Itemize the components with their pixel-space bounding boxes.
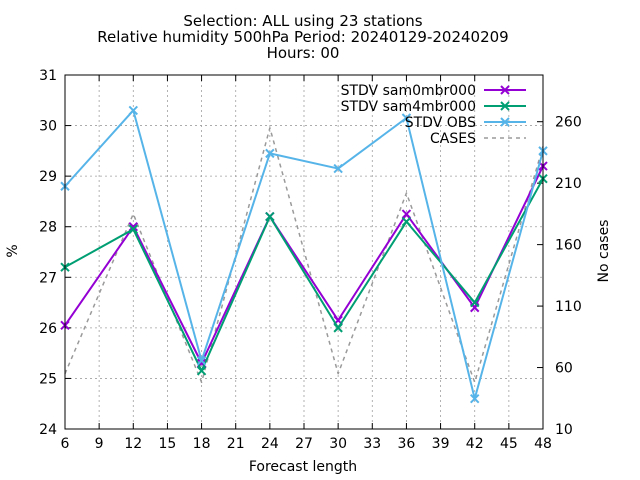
- legend-marker: [500, 85, 510, 95]
- data-point-stdv-obs: [333, 163, 343, 174]
- x-tick-label: 24: [261, 436, 279, 452]
- legend-item-cases: CASES: [430, 131, 526, 147]
- marker-stroke: [128, 222, 138, 232]
- legend-label: CASES: [430, 131, 476, 147]
- marker-stroke: [265, 148, 275, 159]
- chart-title-line-2: Relative humidity 500hPa Period: 2024012…: [97, 28, 508, 46]
- chart-title-line-1: Selection: ALL using 23 stations: [183, 12, 422, 30]
- x-tick-label: 12: [124, 436, 142, 452]
- marker-stroke: [333, 323, 343, 333]
- series-line-stdv-obs: [64, 109, 544, 400]
- y2-axis-label: No cases: [596, 220, 612, 283]
- x-tick-label: 6: [61, 436, 70, 452]
- legend-marker: [500, 117, 510, 127]
- data-point-stdv-obs: [265, 148, 275, 159]
- legend-item-stdv-sam0mbr000: STDV sam0mbr000: [341, 83, 526, 99]
- data-point-stdv-obs: [401, 113, 412, 123]
- marker-stroke: [333, 163, 343, 174]
- x-tick-label: 9: [95, 436, 104, 452]
- y2-tick-label: 60: [555, 361, 573, 377]
- data-point-stdv-obs: [470, 393, 480, 404]
- x-tick-label: 18: [193, 436, 211, 452]
- legend-label: STDV sam0mbr000: [341, 83, 476, 99]
- series-line-stdv-sam0mbr000: [64, 165, 544, 365]
- data-point-stdv-sam0mbr000: [401, 209, 412, 219]
- x-tick-label: 45: [500, 436, 518, 452]
- x-tick-label: 21: [227, 436, 245, 452]
- plot-frame: [64, 74, 544, 430]
- data-point-stdv-sam4mbr000: [401, 216, 412, 227]
- data-point-stdv-obs: [128, 105, 138, 116]
- x-tick-label: 48: [534, 436, 552, 452]
- marker-stroke: [196, 366, 207, 376]
- y-tick-label: 30: [39, 119, 57, 135]
- marker-stroke: [401, 113, 412, 123]
- y2-tick-label: 160: [555, 238, 582, 254]
- legend-item-stdv-sam4mbr000: STDV sam4mbr000: [341, 99, 526, 115]
- marker-stroke: [401, 209, 412, 219]
- marker-stroke: [500, 101, 510, 111]
- marker-stroke: [470, 297, 480, 308]
- legend-marker: [500, 101, 510, 111]
- y-tick-label: 27: [39, 270, 57, 286]
- data-point-stdv-sam4mbr000: [333, 323, 343, 333]
- y-tick-label: 31: [39, 68, 57, 84]
- marker-stroke: [500, 85, 510, 95]
- x-axis-label: Forecast length: [249, 459, 357, 475]
- x-tick-label: 39: [432, 436, 450, 452]
- series-stdv-sam4mbr000: [60, 173, 548, 376]
- legend-item-stdv-obs: STDV OBS: [405, 115, 526, 131]
- marker-stroke: [470, 393, 480, 404]
- legend-label: STDV OBS: [405, 115, 476, 131]
- y2-tick-label: 10: [555, 422, 573, 438]
- y-tick-label: 25: [39, 371, 57, 387]
- x-tick-label: 15: [159, 436, 177, 452]
- data-point-stdv-sam4mbr000: [196, 366, 207, 376]
- marker-stroke: [128, 105, 138, 116]
- data-point-stdv-sam4mbr000: [470, 297, 480, 308]
- x-tick-label: 42: [466, 436, 484, 452]
- y-tick-label: 26: [39, 321, 57, 337]
- data-point-stdv-obs: [196, 356, 207, 366]
- marker-stroke: [265, 211, 275, 222]
- y-axis-label: %: [5, 244, 21, 257]
- data-point-stdv-sam0mbr000: [128, 222, 138, 232]
- marker-stroke: [500, 117, 510, 127]
- data-point-stdv-sam4mbr000: [265, 211, 275, 222]
- y2-tick-label: 110: [555, 299, 582, 315]
- y2-tick-label: 260: [555, 115, 582, 131]
- marker-stroke: [401, 216, 412, 227]
- data-point-stdv-sam4mbr000: [128, 224, 138, 234]
- x-tick-label: 27: [295, 436, 313, 452]
- x-tick-label: 30: [329, 436, 347, 452]
- x-tick-label: 33: [363, 436, 381, 452]
- marker-stroke: [128, 224, 138, 234]
- legend-label: STDV sam4mbr000: [341, 99, 476, 115]
- series-line-stdv-sam4mbr000: [64, 178, 544, 372]
- chart-title-line-3: Hours: 00: [267, 44, 340, 62]
- x-tick-label: 36: [398, 436, 416, 452]
- y2-tick-label: 210: [555, 176, 582, 192]
- axis-ticks: 6 9 12 15 18 21 24 27 30 33 36 39 42 45 48 24 25 26 27 28 29…: [39, 68, 582, 452]
- marker-stroke: [196, 356, 207, 366]
- y-tick-label: 29: [39, 169, 57, 185]
- y-tick-label: 28: [39, 220, 57, 236]
- y-tick-label: 24: [39, 422, 57, 438]
